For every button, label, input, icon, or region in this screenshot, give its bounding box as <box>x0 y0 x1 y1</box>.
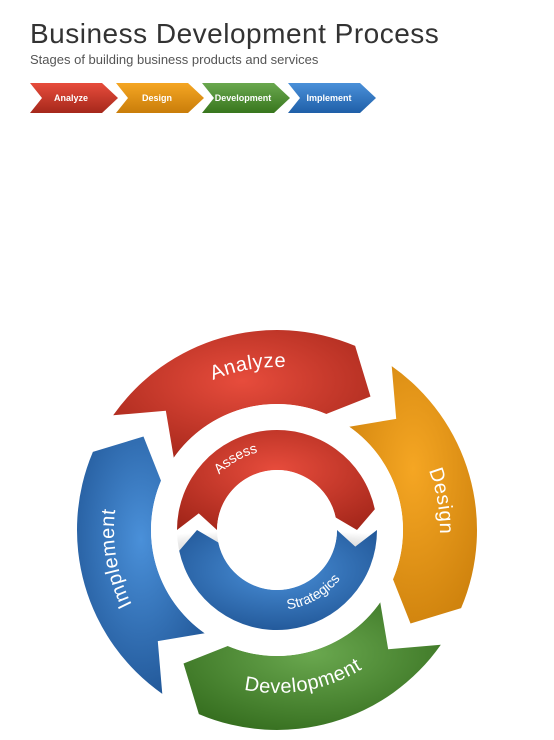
arrow-step-development: Development <box>202 83 290 113</box>
arrow-step-label: Analyze <box>54 93 94 103</box>
process-arrow-row: Analyze Design Development Implement <box>0 71 554 113</box>
process-wheel: AnalyzeDesignDevelopmentImplementAssessS… <box>67 320 487 740</box>
arrow-step-label: Design <box>142 93 178 103</box>
arrow-step-label: Development <box>215 93 278 103</box>
arrow-step-label: Implement <box>306 93 357 103</box>
page-subtitle: Stages of building business products and… <box>30 52 524 67</box>
arrow-step-design: Design <box>116 83 204 113</box>
header: Business Development Process Stages of b… <box>0 0 554 71</box>
arrow-step-analyze: Analyze <box>30 83 118 113</box>
arrow-step-implement: Implement <box>288 83 376 113</box>
page-title: Business Development Process <box>30 18 524 50</box>
